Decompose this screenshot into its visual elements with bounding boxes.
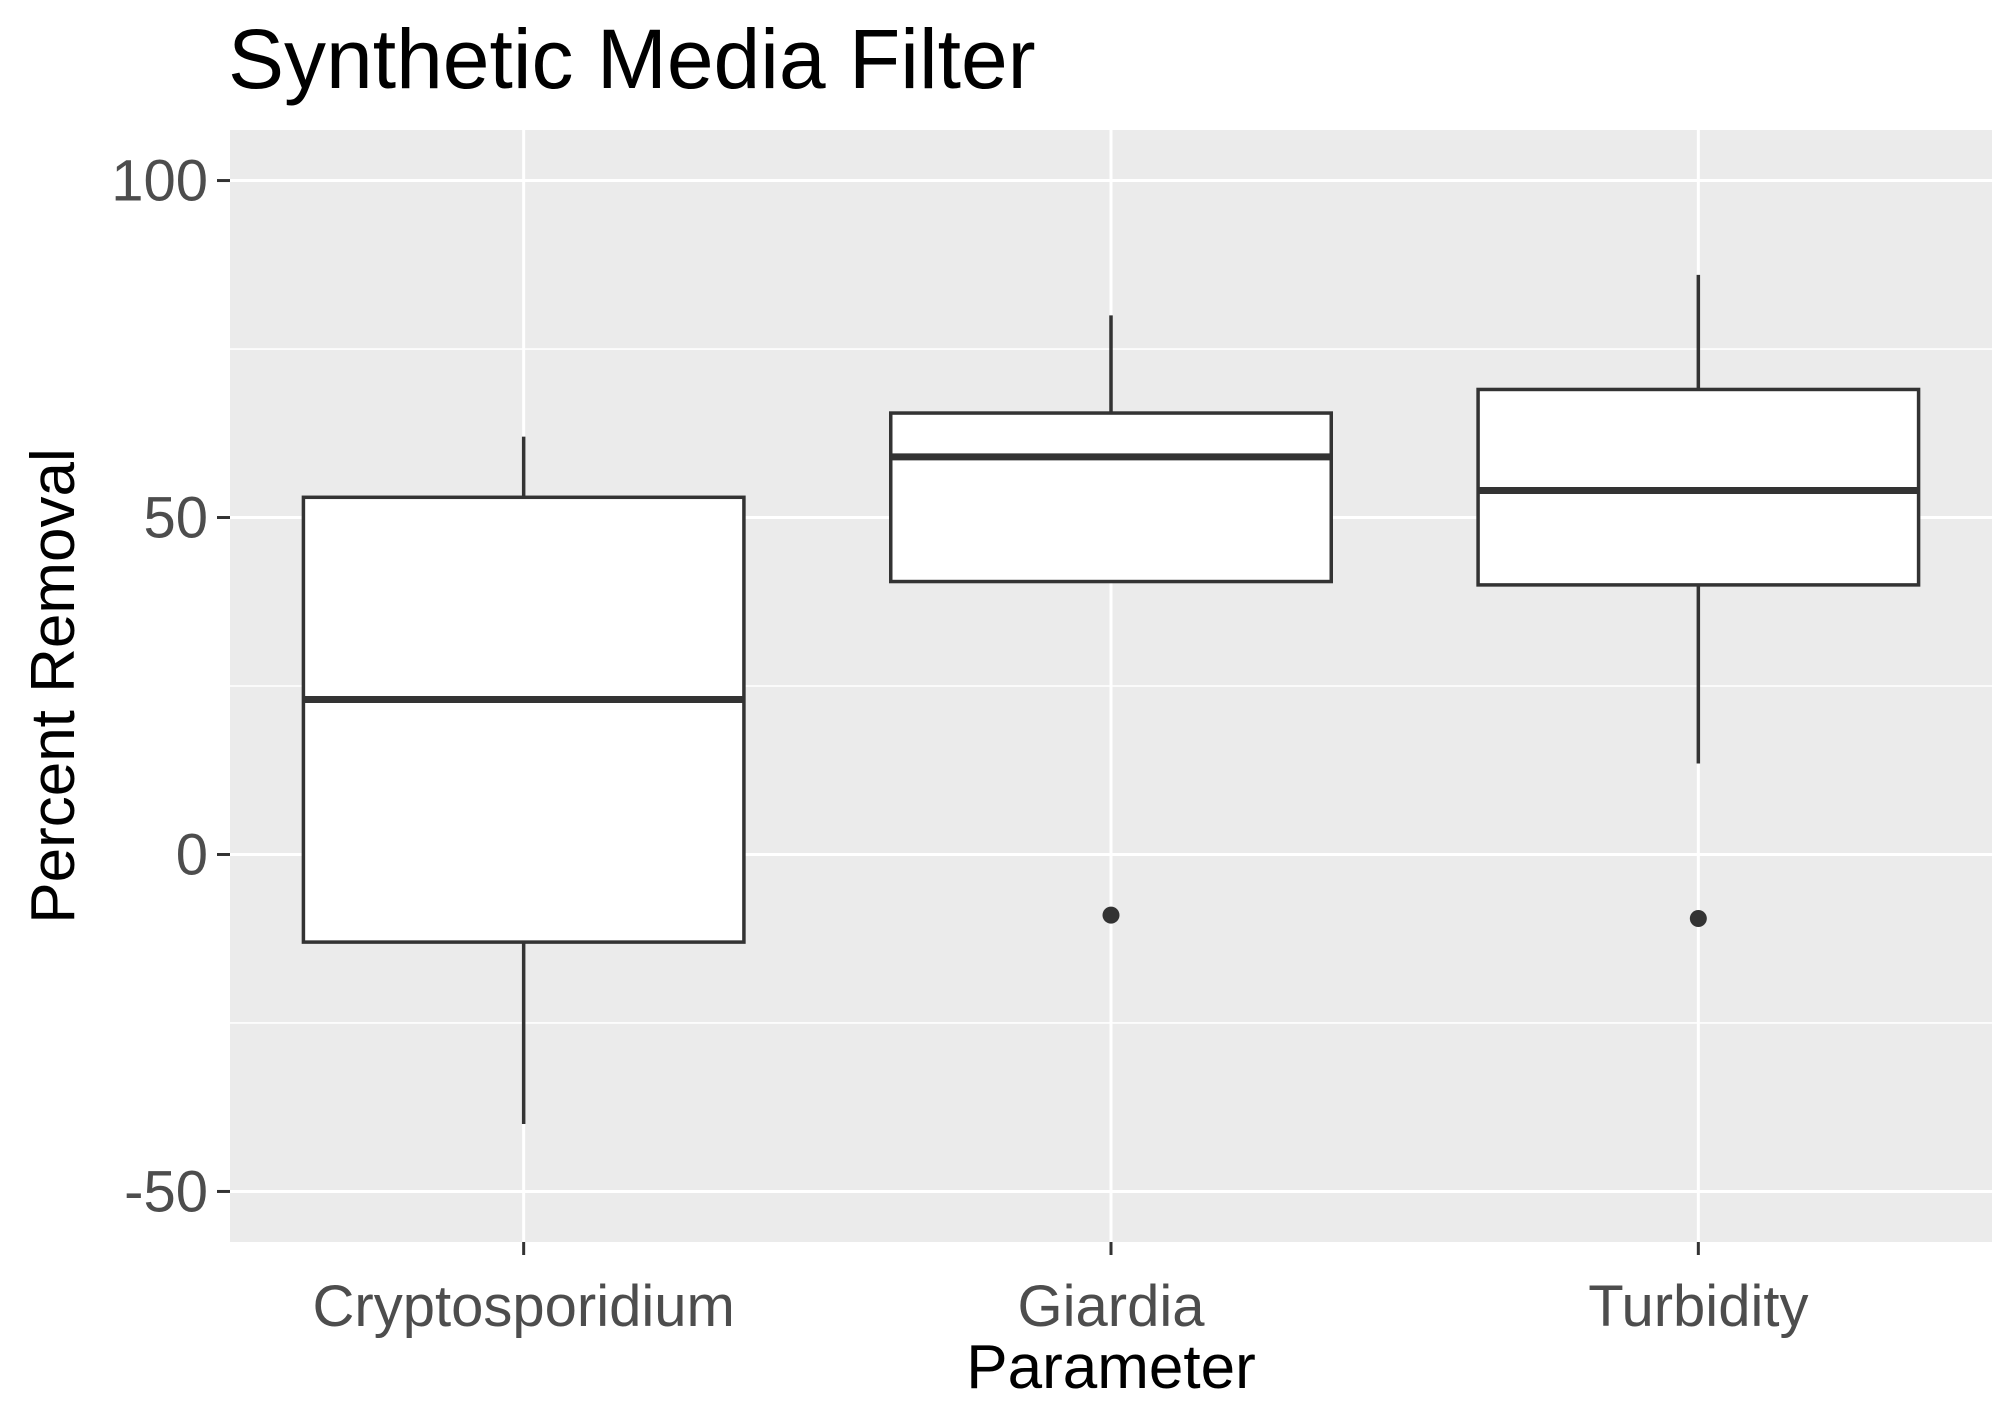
axes: -50 0 50 100 Cryptosporidium Giardia Turbidity bbox=[111, 149, 1808, 1339]
x-axis-title: Parameter bbox=[966, 1333, 1255, 1402]
x-tick-label: Cryptosporidium bbox=[313, 1274, 735, 1339]
y-tick-label: -50 bbox=[124, 1159, 208, 1224]
outlier-point bbox=[1102, 906, 1120, 924]
y-axis-title: Percent Removal bbox=[19, 448, 88, 924]
y-tick-label: 0 bbox=[176, 822, 208, 887]
box-turbidity bbox=[1476, 274, 1921, 928]
box-giardia bbox=[889, 315, 1333, 924]
x-tick-label: Giardia bbox=[1018, 1274, 1206, 1339]
outlier-point bbox=[1689, 910, 1707, 928]
x-tick-label: Turbidity bbox=[1588, 1274, 1808, 1339]
box-series bbox=[301, 274, 1921, 1125]
iqr-box bbox=[889, 411, 1333, 584]
y-tick-label: 50 bbox=[143, 486, 208, 551]
y-tick-label: 100 bbox=[111, 149, 208, 214]
box-cryptosporidium bbox=[301, 436, 746, 1125]
chart-title: Synthetic Media Filter bbox=[228, 12, 1036, 106]
iqr-box bbox=[301, 495, 746, 944]
